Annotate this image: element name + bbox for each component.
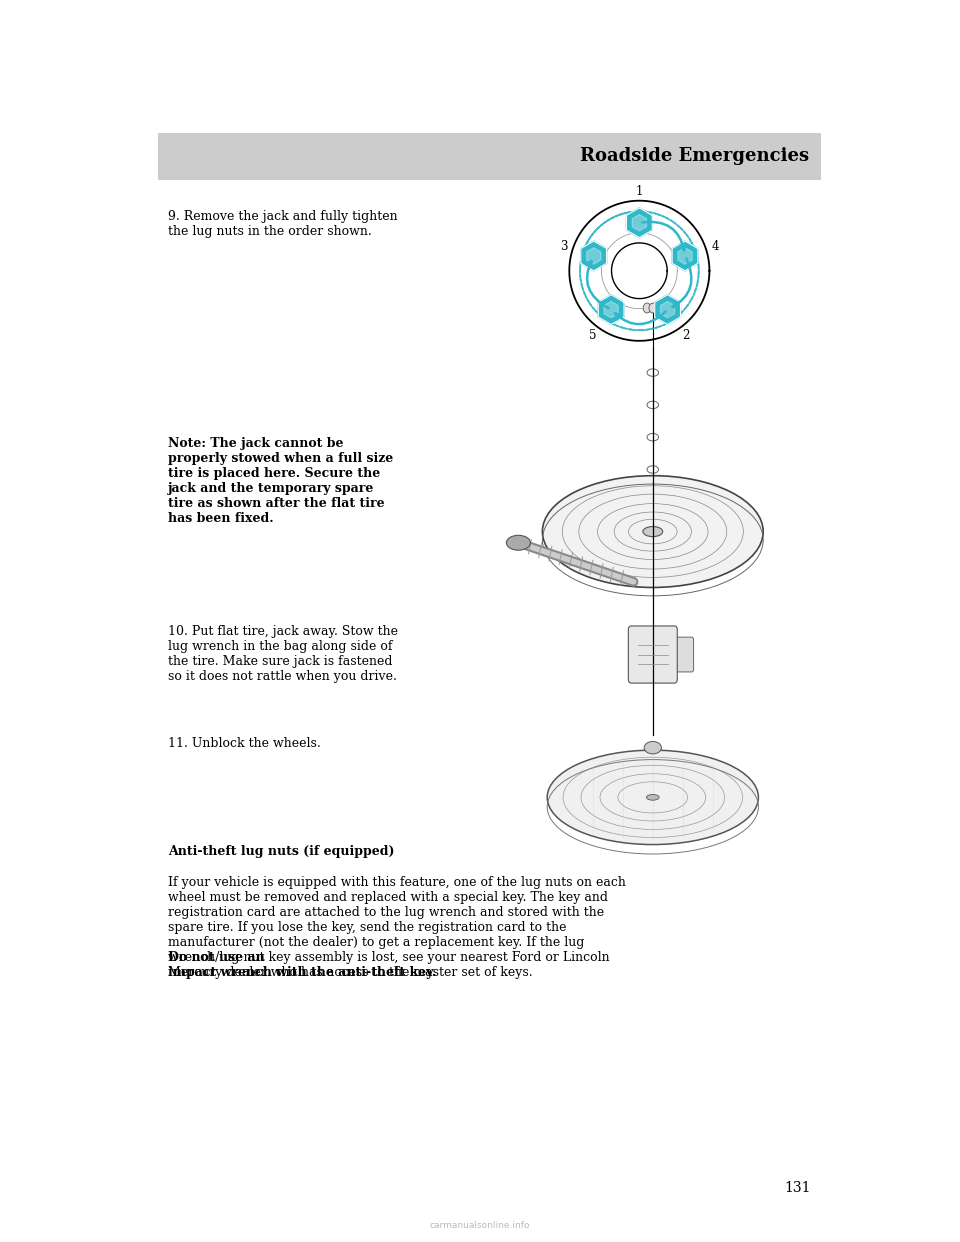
Ellipse shape [646,795,660,800]
Ellipse shape [507,535,531,550]
Polygon shape [604,302,618,318]
Ellipse shape [643,527,662,537]
Text: Anti-theft lug nuts (if equipped): Anti-theft lug nuts (if equipped) [168,845,395,857]
Ellipse shape [542,476,763,587]
Text: 2: 2 [683,329,690,342]
Polygon shape [678,247,692,265]
Bar [158,133,821,180]
Polygon shape [672,241,698,271]
Ellipse shape [644,741,661,754]
Text: If your vehicle is equipped with this feature, one of the lug nuts on each
wheel: If your vehicle is equipped with this fe… [168,876,626,979]
Text: Do not use an
impact wrench with the anti-theft key.: Do not use an impact wrench with the ant… [168,951,437,979]
Circle shape [649,303,657,313]
Polygon shape [598,294,624,324]
Circle shape [643,303,651,313]
Text: 3: 3 [560,240,567,252]
Polygon shape [581,241,607,271]
Text: 9. Remove the jack and fully tighten
the lug nuts in the order shown.: 9. Remove the jack and fully tighten the… [168,210,397,238]
Text: 10. Put flat tire, jack away. Stow the
lug wrench in the bag along side of
the t: 10. Put flat tire, jack away. Stow the l… [168,625,398,683]
Text: 131: 131 [784,1181,811,1195]
Text: 5: 5 [588,329,596,342]
Text: Roadside Emergencies: Roadside Emergencies [580,148,809,165]
Polygon shape [633,215,646,231]
Polygon shape [655,294,681,324]
Text: 1: 1 [636,185,643,197]
Text: Note: The jack cannot be
properly stowed when a full size
tire is placed here. S: Note: The jack cannot be properly stowed… [168,437,394,525]
Polygon shape [587,247,601,265]
Polygon shape [627,207,652,237]
FancyBboxPatch shape [672,637,693,672]
Circle shape [655,303,662,313]
Polygon shape [660,302,675,318]
FancyBboxPatch shape [630,637,651,672]
Text: 11. Unblock the wheels.: 11. Unblock the wheels. [168,737,321,749]
Text: 4: 4 [711,240,719,252]
FancyBboxPatch shape [629,626,678,683]
Text: carmanualsonline.info: carmanualsonline.info [430,1221,530,1230]
Ellipse shape [547,750,758,845]
